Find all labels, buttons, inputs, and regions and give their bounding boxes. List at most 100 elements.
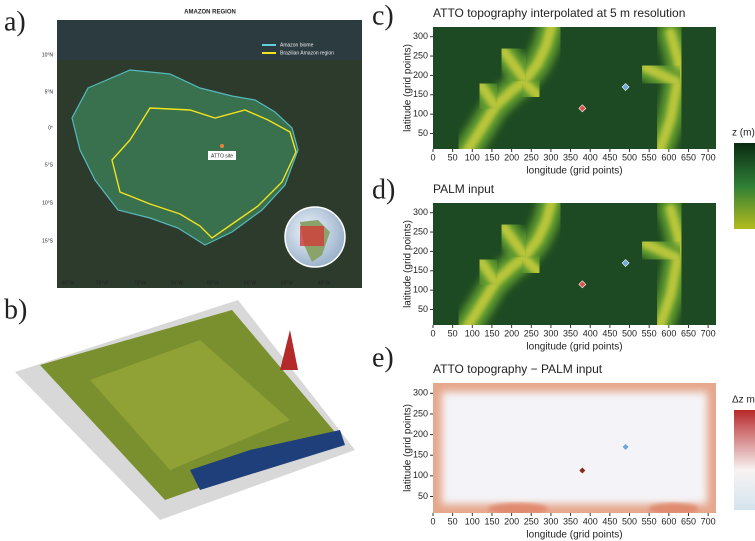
globe-highlight bbox=[300, 226, 324, 246]
lat-label: 5°N bbox=[45, 89, 54, 95]
panel-label: a) bbox=[4, 6, 26, 37]
lon-label: 45°W bbox=[318, 280, 331, 286]
colorbar bbox=[734, 143, 755, 229]
heatmap-field bbox=[433, 201, 716, 328]
x-tick-label: 650 bbox=[681, 328, 696, 338]
x-tick-label: 700 bbox=[701, 152, 716, 162]
chart-title: ATTO topography − PALM input bbox=[433, 362, 603, 376]
x-tick-label: 150 bbox=[484, 152, 499, 162]
panel-label: b) bbox=[4, 294, 27, 325]
x-tick-label: 0 bbox=[430, 516, 435, 526]
edge-diff bbox=[488, 503, 548, 515]
panel-label: e) bbox=[372, 342, 394, 373]
x-tick-label: 150 bbox=[484, 516, 499, 526]
x-tick-label: 500 bbox=[622, 328, 637, 338]
x-tick-label: 400 bbox=[583, 516, 598, 526]
y-tick-label: 100 bbox=[413, 470, 428, 480]
y-axis-label: latitude (grid points) bbox=[403, 44, 414, 132]
y-tick-label: 200 bbox=[413, 246, 428, 256]
x-tick-label: 500 bbox=[622, 152, 637, 162]
x-tick-label: 100 bbox=[465, 152, 480, 162]
y-tick-label: 150 bbox=[413, 450, 428, 460]
legend-label: Brazilian Amazon region bbox=[280, 50, 334, 56]
x-tick-label: 600 bbox=[661, 328, 676, 338]
lat-label: 10°S bbox=[42, 200, 54, 206]
x-tick-label: 700 bbox=[701, 328, 716, 338]
lat-label: 5°S bbox=[45, 162, 54, 168]
y-tick-label: 150 bbox=[413, 89, 428, 99]
x-tick-label: 450 bbox=[602, 328, 617, 338]
figure: Amazon biome Brazilian Amazon region ATT… bbox=[0, 0, 755, 541]
heatmap-background bbox=[433, 383, 716, 513]
site-marker bbox=[220, 144, 224, 148]
x-axis-label: longitude (grid points) bbox=[526, 530, 622, 541]
lon-label: 80°W bbox=[62, 280, 75, 286]
edge-diff bbox=[649, 503, 699, 515]
y-tick-label: 100 bbox=[413, 285, 428, 295]
y-tick-label: 100 bbox=[413, 109, 428, 119]
y-tick-label: 250 bbox=[413, 50, 428, 60]
chart-title: PALM input bbox=[433, 182, 495, 196]
y-tick-label: 250 bbox=[413, 408, 428, 418]
x-tick-label: 100 bbox=[465, 328, 480, 338]
x-tick-label: 350 bbox=[563, 152, 578, 162]
x-axis-label: longitude (grid points) bbox=[526, 166, 622, 177]
site-label: ATTO site bbox=[211, 153, 233, 159]
x-axis-label: longitude (grid points) bbox=[526, 342, 622, 353]
x-tick-label: 550 bbox=[642, 152, 657, 162]
y-tick-label: 50 bbox=[418, 491, 428, 501]
x-tick-label: 600 bbox=[661, 516, 676, 526]
x-tick-label: 50 bbox=[448, 328, 458, 338]
lat-label: 10°N bbox=[42, 52, 54, 58]
y-tick-label: 300 bbox=[413, 31, 428, 41]
render-peak bbox=[280, 330, 298, 370]
y-tick-label: 50 bbox=[418, 128, 428, 138]
map-title: AMAZON REGION bbox=[184, 10, 236, 16]
colorbar-label: z (m) bbox=[732, 128, 755, 139]
x-tick-label: 0 bbox=[430, 152, 435, 162]
x-tick-label: 350 bbox=[563, 516, 578, 526]
x-tick-label: 700 bbox=[701, 516, 716, 526]
y-tick-label: 300 bbox=[413, 388, 428, 398]
x-tick-label: 650 bbox=[681, 152, 696, 162]
y-axis-label: latitude (grid points) bbox=[403, 220, 414, 308]
lon-label: 50°W bbox=[281, 280, 294, 286]
x-tick-label: 550 bbox=[642, 328, 657, 338]
y-tick-label: 50 bbox=[418, 304, 428, 314]
lat-label: 15°S bbox=[42, 238, 54, 244]
x-tick-label: 150 bbox=[484, 328, 499, 338]
x-tick-label: 450 bbox=[602, 152, 617, 162]
x-tick-label: 300 bbox=[543, 516, 558, 526]
x-tick-label: 550 bbox=[642, 516, 657, 526]
x-tick-label: 100 bbox=[465, 516, 480, 526]
colorbar bbox=[734, 410, 755, 510]
y-tick-label: 200 bbox=[413, 429, 428, 439]
y-tick-label: 200 bbox=[413, 70, 428, 80]
y-tick-label: 250 bbox=[413, 226, 428, 236]
x-tick-label: 250 bbox=[524, 152, 539, 162]
chart-title: ATTO topography interpolated at 5 m reso… bbox=[433, 6, 685, 20]
x-tick-label: 50 bbox=[448, 516, 458, 526]
panel-label: c) bbox=[372, 0, 394, 31]
x-tick-label: 650 bbox=[681, 516, 696, 526]
x-tick-label: 400 bbox=[583, 328, 598, 338]
x-tick-label: 300 bbox=[543, 152, 558, 162]
lon-label: 60°W bbox=[207, 280, 220, 286]
x-tick-label: 400 bbox=[583, 152, 598, 162]
lon-label: 70°W bbox=[134, 280, 147, 286]
x-tick-label: 200 bbox=[504, 516, 519, 526]
y-tick-label: 150 bbox=[413, 265, 428, 275]
x-tick-label: 600 bbox=[661, 152, 676, 162]
panel-label: d) bbox=[372, 174, 395, 205]
x-tick-label: 250 bbox=[524, 328, 539, 338]
lon-label: 75°W bbox=[96, 280, 109, 286]
y-tick-label: 300 bbox=[413, 207, 428, 217]
x-tick-label: 50 bbox=[448, 152, 458, 162]
legend-label: Amazon biome bbox=[280, 42, 314, 48]
x-tick-label: 200 bbox=[504, 152, 519, 162]
x-tick-label: 350 bbox=[563, 328, 578, 338]
x-tick-label: 500 bbox=[622, 516, 637, 526]
heatmap-field bbox=[433, 383, 716, 515]
map-panel: Amazon biome Brazilian Amazon region ATT… bbox=[57, 10, 362, 288]
heatmap-field bbox=[433, 25, 716, 152]
